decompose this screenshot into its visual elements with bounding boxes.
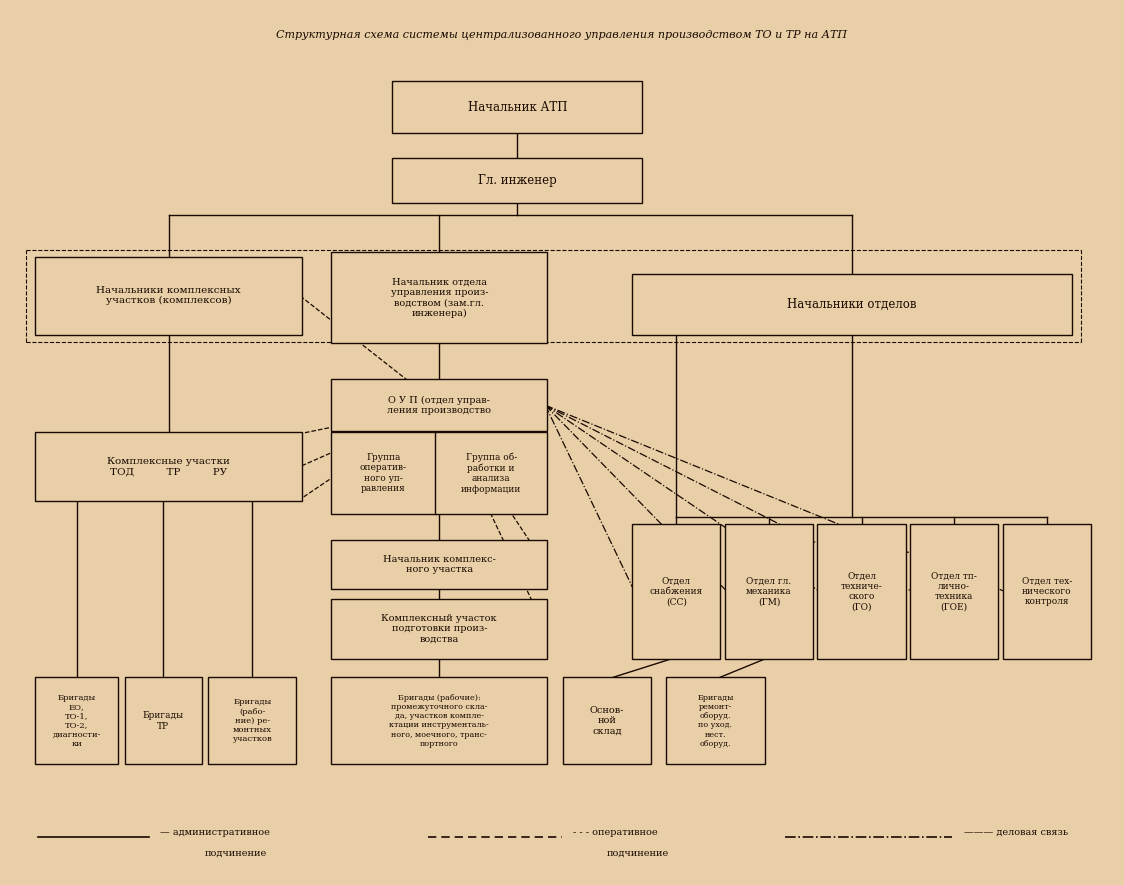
Text: - - - оперативное: - - - оперативное	[573, 828, 658, 837]
FancyBboxPatch shape	[332, 540, 547, 589]
Text: Начальник АТП: Начальник АТП	[468, 101, 568, 113]
Text: Начальники комплексных
участков (комплексов): Начальники комплексных участков (комплек…	[97, 286, 241, 305]
Text: О У П (отдел управ-
ления производство: О У П (отдел управ- ления производство	[388, 396, 491, 415]
Text: Комплексный участок
подготовки произ-
водства: Комплексный участок подготовки произ- во…	[381, 614, 497, 643]
Text: Отдел тп-
лично-
техника
(ГОЕ): Отдел тп- лично- техника (ГОЕ)	[931, 572, 977, 612]
Text: Отдел тех-
нического
контроля: Отдел тех- нического контроля	[1022, 577, 1072, 606]
Text: ——— деловая связь: ——— деловая связь	[963, 828, 1068, 837]
Text: Группа об-
работки и
анализа
информации: Группа об- работки и анализа информации	[461, 452, 522, 494]
FancyBboxPatch shape	[332, 252, 547, 343]
Text: Отдел
техниче-
ского
(ГО): Отдел техниче- ского (ГО)	[841, 572, 882, 612]
Text: Бригады
ремонт-
оборуд.
по уход.
нест.
оборуд.: Бригады ремонт- оборуд. по уход. нест. о…	[697, 694, 734, 748]
FancyBboxPatch shape	[1003, 524, 1090, 659]
Text: Отдел гл.
механика
(ГМ): Отдел гл. механика (ГМ)	[746, 577, 791, 606]
FancyBboxPatch shape	[633, 274, 1072, 335]
Text: Основ-
ной
склад: Основ- ной склад	[590, 706, 624, 735]
FancyBboxPatch shape	[35, 257, 302, 335]
Text: Бригады
(рабо-
ние) ре-
монтных
участков: Бригады (рабо- ние) ре- монтных участков	[233, 698, 272, 743]
FancyBboxPatch shape	[392, 158, 642, 204]
FancyBboxPatch shape	[725, 524, 813, 659]
Text: Комплексные участки
ТОД          ТР          РУ: Комплексные участки ТОД ТР РУ	[107, 457, 230, 476]
FancyBboxPatch shape	[332, 380, 547, 431]
FancyBboxPatch shape	[35, 677, 118, 765]
Text: подчинение: подчинение	[205, 849, 268, 858]
Text: подчинение: подчинение	[607, 849, 669, 858]
Text: Структурная схема системы централизованного управления производством ТО и ТР на : Структурная схема системы централизованн…	[277, 30, 847, 40]
FancyBboxPatch shape	[817, 524, 906, 659]
FancyBboxPatch shape	[35, 432, 302, 501]
Text: — административное: — административное	[161, 828, 270, 837]
Text: Начальники отделов: Начальники отделов	[787, 298, 917, 311]
FancyBboxPatch shape	[208, 677, 297, 765]
Text: Группа
оператив-
ного уп-
равления: Группа оператив- ного уп- равления	[360, 453, 407, 493]
FancyBboxPatch shape	[665, 677, 765, 765]
FancyBboxPatch shape	[563, 677, 651, 765]
Text: Начальник отдела
управления произ-
водством (зам.гл.
инженера): Начальник отдела управления произ- водст…	[390, 278, 488, 318]
Text: Бригады
ТР: Бригады ТР	[143, 712, 183, 730]
Text: Бригады
ЕО,
ТО-1,
ТО-2,
диагности-
ки: Бригады ЕО, ТО-1, ТО-2, диагности- ки	[53, 694, 101, 748]
FancyBboxPatch shape	[125, 677, 201, 765]
FancyBboxPatch shape	[332, 432, 436, 514]
Text: Отдел
снабжения
(СС): Отдел снабжения (СС)	[650, 577, 702, 606]
FancyBboxPatch shape	[392, 81, 642, 133]
FancyBboxPatch shape	[435, 432, 547, 514]
FancyBboxPatch shape	[910, 524, 998, 659]
Text: Бригады (рабочие):
промежуточного скла-
да, участков компле-
ктации инструментал: Бригады (рабочие): промежуточного скла- …	[389, 694, 489, 748]
Text: Начальник комплекс-
ного участка: Начальник комплекс- ного участка	[383, 555, 496, 574]
FancyBboxPatch shape	[332, 677, 547, 765]
Text: Гл. инженер: Гл. инженер	[478, 173, 556, 187]
FancyBboxPatch shape	[332, 598, 547, 659]
FancyBboxPatch shape	[633, 524, 720, 659]
